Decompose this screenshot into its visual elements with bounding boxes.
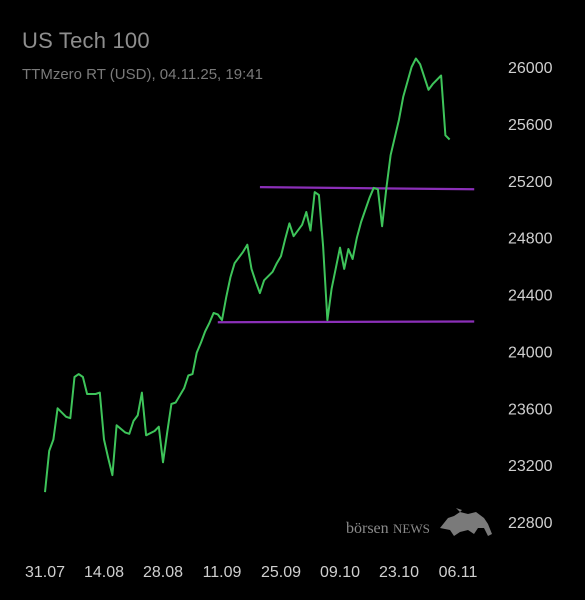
y-axis-ticks: 22800 23200 23600 24000 24400 24800 25200 25600… xyxy=(508,60,553,532)
watermark-logo: börsen NEWS xyxy=(346,508,492,537)
x-tick-label: 14.08 xyxy=(84,564,124,581)
y-tick-label: 23200 xyxy=(508,458,553,475)
x-axis-ticks: 31.07 14.08 28.08 11.09 25.09 09.10 23.10 06.11 xyxy=(25,564,478,581)
series-line-1 xyxy=(44,57,451,493)
y-tick-label: 24000 xyxy=(508,344,553,361)
y-tick-label: 24800 xyxy=(508,231,553,248)
y-tick-label: 24400 xyxy=(508,288,553,305)
y-tick-label: 25200 xyxy=(508,174,553,191)
chart-subtitle: TTMzero RT (USD), 04.11.25, 19:41 xyxy=(22,66,263,83)
level-line-1 xyxy=(259,186,475,191)
x-tick-label: 25.09 xyxy=(261,564,301,581)
chart-title: US Tech 100 xyxy=(22,28,150,53)
horizontal-levels xyxy=(217,186,475,324)
y-tick-label: 22800 xyxy=(508,515,553,532)
watermark-text-lower: börsen xyxy=(346,520,389,537)
watermark-text-upper: NEWS xyxy=(393,521,430,536)
price-series xyxy=(44,57,451,493)
x-tick-label: 31.07 xyxy=(25,564,65,581)
y-tick-label: 25600 xyxy=(508,117,553,134)
x-tick-label: 09.10 xyxy=(320,564,360,581)
x-tick-label: 28.08 xyxy=(143,564,183,581)
level-line-2 xyxy=(217,320,475,324)
y-tick-label: 23600 xyxy=(508,401,553,418)
x-tick-label: 23.10 xyxy=(379,564,419,581)
y-tick-label: 26000 xyxy=(508,60,553,77)
x-tick-label: 06.11 xyxy=(439,564,478,581)
bull-icon xyxy=(440,508,492,536)
x-tick-label: 11.09 xyxy=(203,564,242,581)
